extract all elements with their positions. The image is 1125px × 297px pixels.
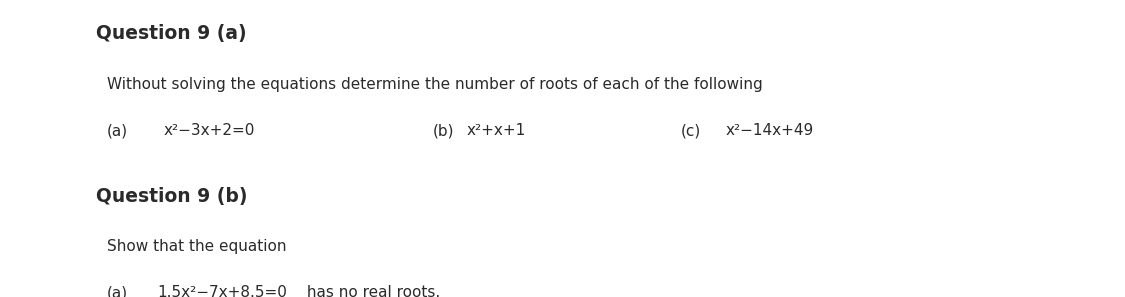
Text: x²+x+1: x²+x+1 (467, 123, 526, 138)
Text: (b): (b) (433, 123, 454, 138)
Text: Show that the equation: Show that the equation (107, 239, 287, 254)
Text: Question 9 (b): Question 9 (b) (96, 187, 248, 206)
Text: Without solving the equations determine the number of roots of each of the follo: Without solving the equations determine … (107, 77, 763, 92)
Text: Question 9 (a): Question 9 (a) (96, 24, 246, 43)
Text: x²−14x+49: x²−14x+49 (726, 123, 813, 138)
Text: 1.5x²−7x+8.5=0: 1.5x²−7x+8.5=0 (158, 285, 287, 297)
Text: (a): (a) (107, 123, 128, 138)
Text: (c): (c) (681, 123, 701, 138)
Text: has no real roots.: has no real roots. (303, 285, 441, 297)
Text: (a): (a) (107, 285, 128, 297)
Text: x²−3x+2=0: x²−3x+2=0 (163, 123, 254, 138)
